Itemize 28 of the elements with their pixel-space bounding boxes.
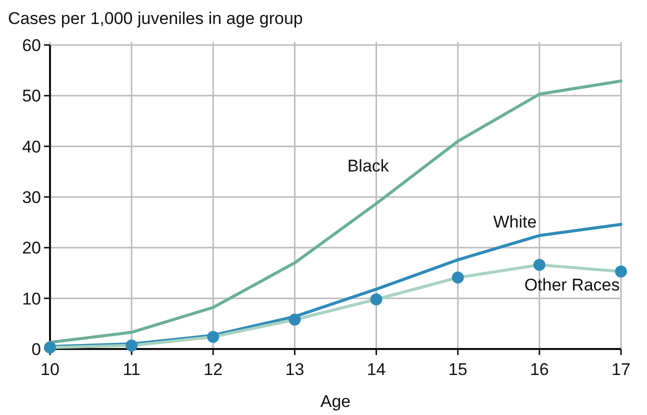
x-tick-label: 15: [448, 360, 468, 379]
point: [44, 341, 56, 354]
x-tick-label: 14: [366, 360, 386, 379]
point: [207, 330, 220, 343]
y-axis-title: Cases per 1,000 juveniles in age group: [8, 9, 303, 28]
series-label: Other Races: [524, 276, 620, 295]
series-label: White: [493, 212, 537, 232]
x-tick-label: 13: [285, 360, 304, 379]
y-tick-label: 50: [22, 86, 41, 106]
x-axis-title: Age: [320, 392, 351, 411]
y-tick-label: 0: [32, 340, 41, 359]
y-tick-label: 20: [22, 238, 41, 258]
x-tick-label: 12: [204, 360, 223, 379]
point: [452, 272, 464, 284]
point: [533, 258, 546, 271]
y-tick-label: 40: [22, 137, 41, 156]
point: [370, 293, 382, 306]
y-tick-label: 60: [22, 36, 41, 55]
point: [615, 265, 627, 278]
x-tick-label: 17: [612, 360, 630, 379]
x-tick-label: 16: [530, 360, 549, 379]
x-tick-label: 11: [122, 360, 140, 379]
y-tick-label: 10: [22, 289, 41, 308]
y-tick-label: 30: [22, 188, 41, 207]
point: [288, 314, 301, 326]
point: [126, 339, 138, 352]
x-tick-label: 10: [40, 360, 60, 379]
series-label: Black: [347, 156, 390, 176]
